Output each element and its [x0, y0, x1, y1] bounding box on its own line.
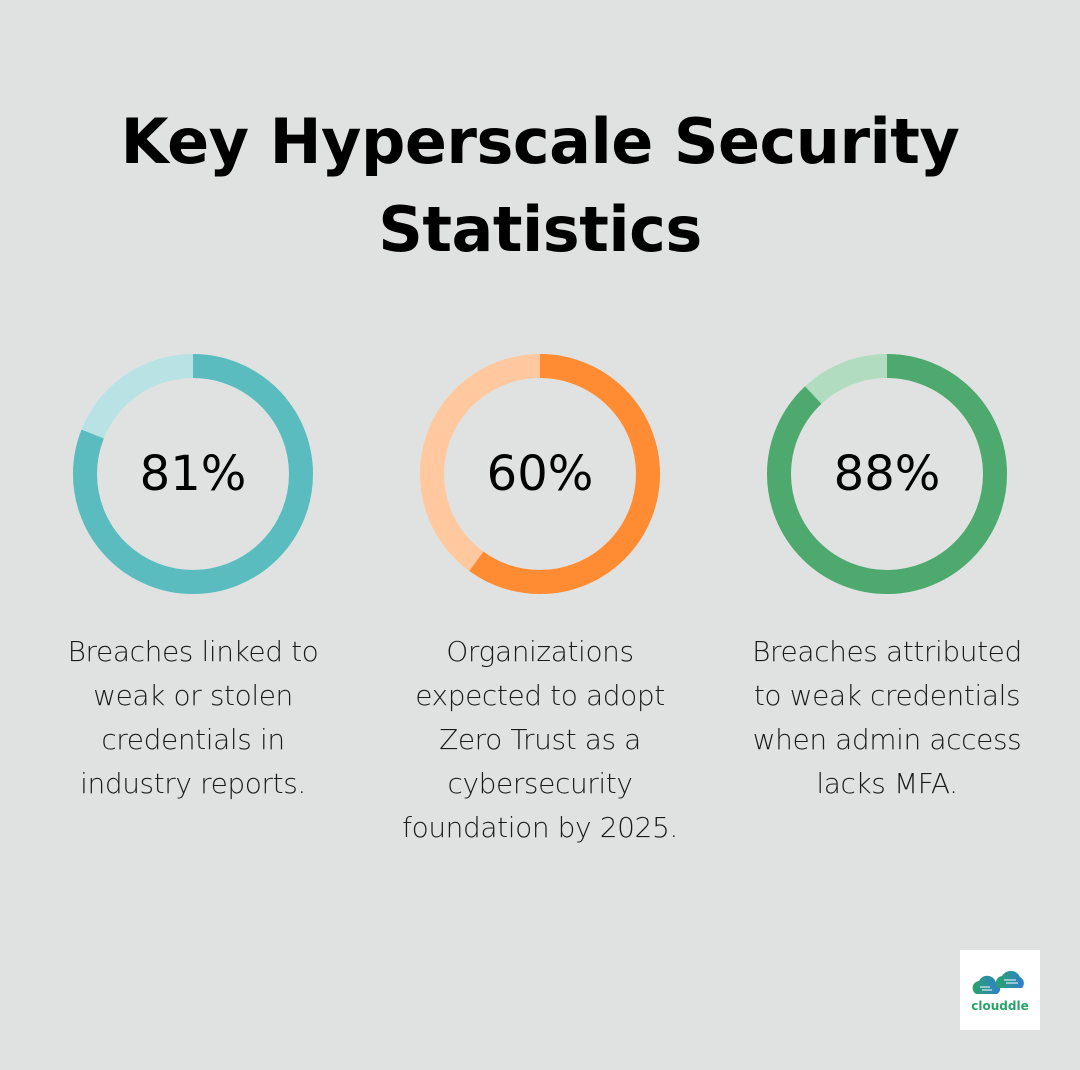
donut-ring-icon	[420, 354, 660, 594]
stat-description: Organizations expected to adopt Zero Tru…	[402, 635, 678, 844]
donut-ring-icon	[73, 354, 313, 594]
donut-ring-icon	[767, 354, 1007, 594]
page-title: Key Hyperscale Security Statistics	[120, 105, 960, 266]
stat-value: 81%	[139, 446, 247, 502]
stat-card-3: 88% Breaches attributed to weak credenti…	[737, 352, 1037, 806]
cloud-logo-icon	[972, 970, 1024, 994]
stat-card-2: 60% Organizations expected to adopt Zero…	[390, 352, 690, 850]
donut-chart-1: 81%	[71, 352, 315, 596]
stat-value: 60%	[486, 446, 594, 502]
donut-chart-2: 60%	[418, 352, 662, 596]
logo-text: clouddle	[971, 998, 1029, 1013]
donut-chart-3: 88%	[765, 352, 1009, 596]
stat-card-1: 81% Breaches linked to weak or stolen cr…	[43, 352, 343, 806]
clouddle-logo: clouddle	[960, 950, 1040, 1030]
stat-value: 88%	[833, 446, 941, 502]
stat-description: Breaches linked to weak or stolen creden…	[67, 635, 319, 800]
stat-description: Breaches attributed to weak credentials …	[752, 635, 1022, 800]
